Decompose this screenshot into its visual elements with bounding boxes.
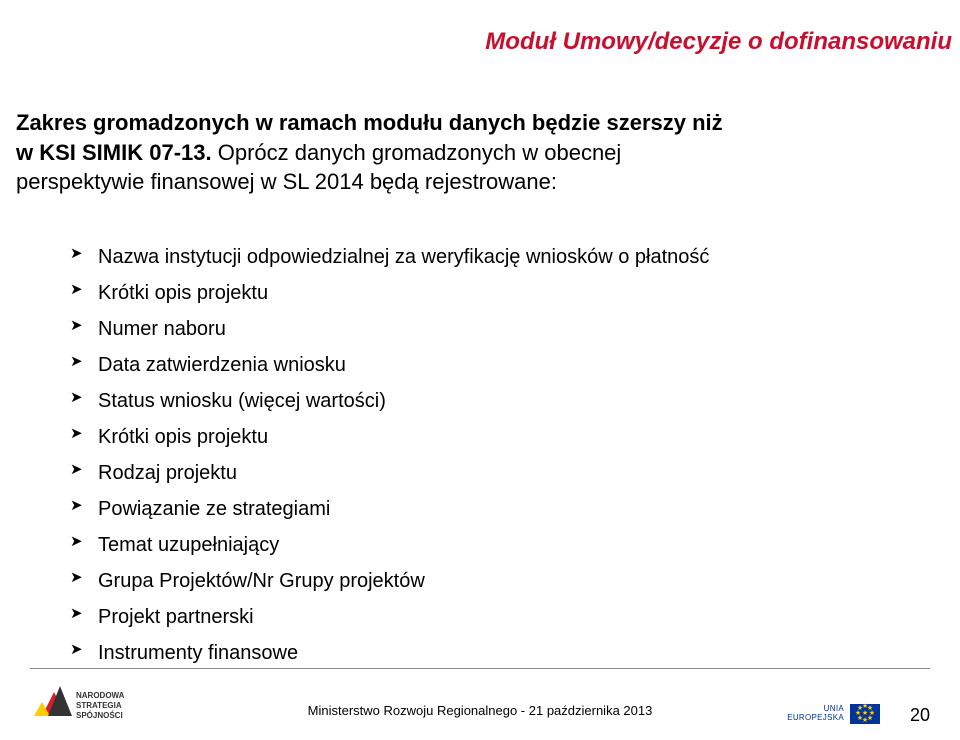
list-item: Status wniosku (więcej wartości): [70, 389, 900, 414]
list-item: Grupa Projektów/Nr Grupy projektów: [70, 569, 900, 594]
bullet-text: Krótki opis projektu: [98, 426, 268, 448]
list-item: Numer naboru: [70, 317, 900, 342]
eu-label-line2: EUROPEJSKA: [787, 713, 844, 722]
page-number: 20: [910, 705, 930, 726]
eu-label: UNIA EUROPEJSKA: [787, 705, 844, 723]
footer: NARODOWA STRATEGIA SPÓJNOŚCI Ministerstw…: [0, 668, 960, 740]
module-title-text: Moduł Umowy/decyzje o dofinansowaniu: [485, 28, 952, 55]
list-item: Powiązanie ze strategiami: [70, 497, 900, 522]
bullet-list: Nazwa instytucji odpowiedzialnej za wery…: [70, 245, 900, 677]
list-item: Krótki opis projektu: [70, 425, 900, 450]
bullet-text: Data zatwierdzenia wniosku: [98, 354, 346, 376]
list-item: Projekt partnerski: [70, 605, 900, 630]
bullet-text: Projekt partnerski: [98, 606, 254, 628]
bullet-text: Rodzaj projektu: [98, 462, 237, 484]
list-item: Temat uzupełniający: [70, 533, 900, 558]
intro-line1: Zakres gromadzonych w ramach modułu dany…: [16, 110, 723, 135]
bullet-text: Temat uzupełniający: [98, 534, 279, 556]
nss-line1: NARODOWA: [76, 691, 125, 700]
bullet-text: Powiązanie ze strategiami: [98, 498, 330, 520]
eu-flag-icon: [850, 704, 880, 724]
module-title: Moduł Umowy/decyzje o dofinansowaniu: [485, 28, 952, 56]
bullet-text: Grupa Projektów/Nr Grupy projektów: [98, 570, 425, 592]
page-number-value: 20: [910, 705, 930, 725]
list-item: Rodzaj projektu: [70, 461, 900, 486]
list-item: Instrumenty finansowe: [70, 641, 900, 666]
intro-line3: perspektywie finansowej w SL 2014 będą r…: [16, 169, 557, 194]
eu-logo: UNIA EUROPEJSKA: [787, 704, 880, 724]
bullet-text: Numer naboru: [98, 318, 226, 340]
bullet-text: Krótki opis projektu: [98, 282, 268, 304]
footer-text-value: Ministerstwo Rozwoju Regionalnego - 21 p…: [308, 703, 653, 718]
list-item: Data zatwierdzenia wniosku: [70, 353, 900, 378]
intro-line2-rest: Oprócz danych gromadzonych w obecnej: [218, 140, 622, 165]
bullet-text: Status wniosku (więcej wartości): [98, 390, 386, 412]
intro-paragraph: Zakres gromadzonych w ramach modułu dany…: [16, 108, 944, 197]
bullet-text: Instrumenty finansowe: [98, 642, 298, 664]
intro-line2-prefix: w KSI SIMIK 07-13.: [16, 140, 212, 165]
list-item: Nazwa instytucji odpowiedzialnej za wery…: [70, 245, 900, 270]
bullet-text: Nazwa instytucji odpowiedzialnej za wery…: [98, 246, 709, 268]
eu-label-line1: UNIA: [824, 704, 844, 713]
list-item: Krótki opis projektu: [70, 281, 900, 306]
footer-divider: [30, 668, 930, 669]
slide: Moduł Umowy/decyzje o dofinansowaniu Zak…: [0, 0, 960, 740]
